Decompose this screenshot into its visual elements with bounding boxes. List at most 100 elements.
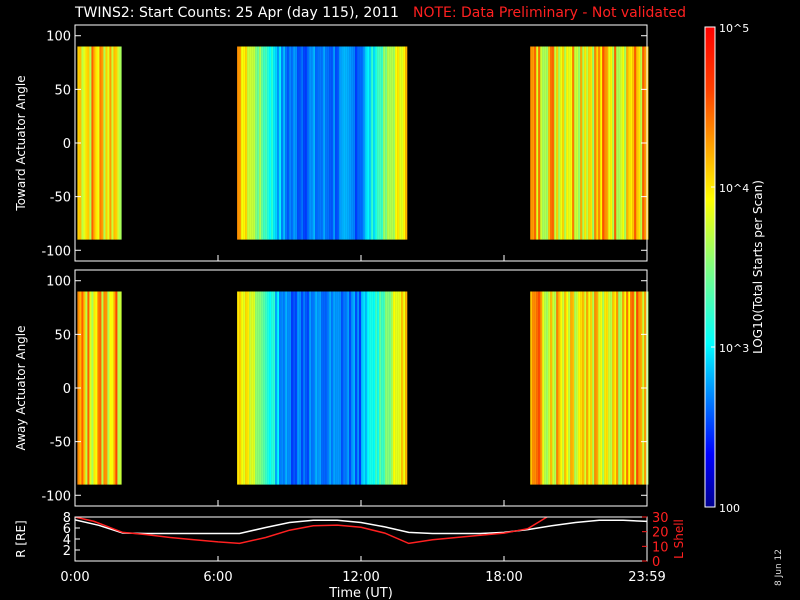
heat-column	[279, 46, 282, 240]
heat-column	[301, 291, 304, 485]
heat-column	[387, 291, 390, 485]
heat-column	[345, 291, 348, 485]
heat-column	[101, 46, 104, 240]
heat-column	[634, 46, 637, 240]
heat-column	[536, 46, 539, 240]
x-tick-label: 18:00	[485, 570, 522, 585]
heat-column	[327, 291, 330, 485]
heat-column	[562, 291, 565, 485]
heat-column	[359, 46, 362, 240]
heat-column	[267, 291, 270, 485]
heat-column	[279, 291, 282, 485]
heat-column	[111, 291, 114, 485]
heat-column	[317, 46, 320, 240]
heat-column	[97, 46, 100, 240]
heat-column	[293, 291, 296, 485]
heat-column	[83, 291, 86, 485]
heat-column	[285, 291, 288, 485]
heat-column	[339, 46, 342, 240]
heat-column	[299, 46, 302, 240]
heat-column	[245, 291, 248, 485]
heat-column	[576, 291, 579, 485]
heat-column	[107, 291, 110, 485]
colorbar-tick-label: 10^3	[719, 342, 749, 355]
heat-column	[247, 46, 250, 240]
heat-column	[283, 291, 286, 485]
heat-column	[381, 46, 384, 240]
heat-column	[618, 46, 621, 240]
heat-column	[574, 46, 577, 240]
heat-column	[313, 291, 316, 485]
heat-column	[95, 46, 98, 240]
heat-column	[608, 46, 611, 240]
heat-column	[397, 46, 400, 240]
heat-column	[301, 46, 304, 240]
heat-column	[251, 46, 254, 240]
heat-column	[556, 291, 559, 485]
heat-column	[357, 291, 360, 485]
heat-column	[105, 291, 108, 485]
heat-column	[237, 46, 240, 240]
x-tick-label: 0:00	[60, 570, 89, 585]
left-y-tick-label: 6	[63, 522, 71, 537]
heat-column	[568, 291, 571, 485]
heat-column	[261, 46, 264, 240]
heat-column	[303, 291, 306, 485]
heat-column	[546, 46, 549, 240]
heat-column	[311, 46, 314, 240]
heat-column	[600, 291, 603, 485]
heat-column	[267, 46, 270, 240]
heat-column	[610, 46, 613, 240]
heat-column	[265, 46, 268, 240]
heat-column	[313, 46, 316, 240]
heat-column	[600, 46, 603, 240]
heat-column	[355, 291, 358, 485]
heat-column	[291, 46, 294, 240]
heat-column	[385, 46, 388, 240]
y-tick-label: 0	[63, 137, 71, 152]
heat-column	[305, 46, 308, 240]
colorbar-tick-label: 10^4	[719, 182, 749, 195]
heat-column	[89, 46, 92, 240]
heat-column	[331, 291, 334, 485]
x-tick-label: 23:59	[628, 570, 665, 585]
heat-column	[381, 291, 384, 485]
heat-column	[91, 46, 94, 240]
heat-column	[257, 291, 260, 485]
lshell-series-line	[75, 517, 549, 545]
heat-column	[81, 291, 84, 485]
heat-column	[349, 46, 352, 240]
heat-column	[103, 291, 106, 485]
heat-column	[405, 46, 408, 240]
heat-column	[363, 46, 366, 240]
heat-column	[532, 291, 535, 485]
heat-column	[343, 46, 346, 240]
heat-column	[582, 46, 585, 240]
heat-column	[319, 46, 322, 240]
heat-column	[630, 291, 633, 485]
heat-column	[285, 46, 288, 240]
heat-column	[632, 291, 635, 485]
heat-column	[371, 46, 374, 240]
heat-column	[560, 46, 563, 240]
heat-column	[365, 291, 368, 485]
heat-column	[387, 46, 390, 240]
heat-column	[540, 291, 543, 485]
plot-background	[75, 517, 647, 561]
heat-column	[289, 46, 292, 240]
heat-column	[375, 291, 378, 485]
heat-column	[109, 46, 112, 240]
heat-column	[584, 291, 587, 485]
heat-column	[269, 291, 272, 485]
heat-column	[337, 46, 340, 240]
heat-column	[612, 46, 615, 240]
heat-column	[335, 46, 338, 240]
heat-column	[341, 46, 344, 240]
heat-column	[83, 46, 86, 240]
heat-column	[351, 46, 354, 240]
colorbar-tick-label: 10^5	[719, 22, 749, 35]
heat-column	[393, 46, 396, 240]
heat-column	[594, 291, 597, 485]
heat-column	[369, 46, 372, 240]
right-y-tick-label: 10	[652, 540, 669, 555]
